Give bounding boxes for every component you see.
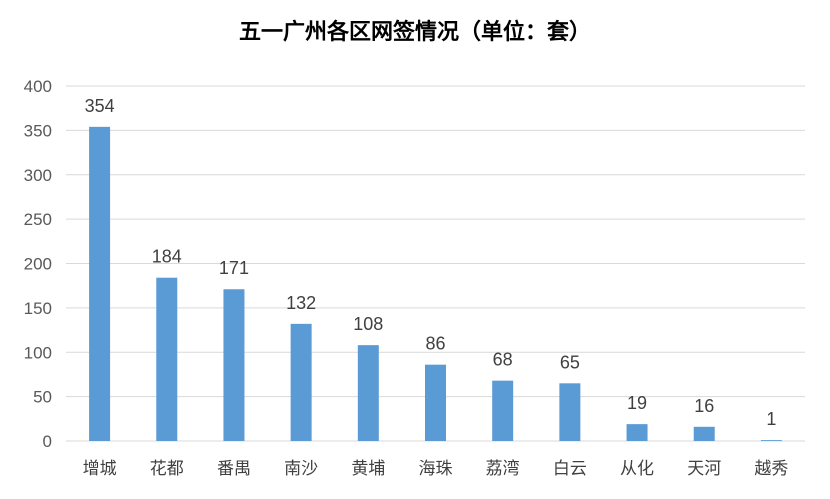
x-tick-label: 番禺	[217, 459, 251, 479]
y-tick-label: 50	[33, 388, 52, 407]
y-tick-label: 400	[24, 77, 52, 96]
x-tick-label: 白云	[553, 459, 587, 479]
y-tick-label: 150	[24, 299, 52, 318]
x-tick-label: 越秀	[754, 459, 788, 479]
data-label: 184	[152, 247, 182, 267]
data-label: 16	[694, 396, 714, 416]
y-tick-label: 100	[24, 343, 52, 362]
x-tick-label: 荔湾	[486, 459, 520, 479]
x-tick-label: 黄埔	[351, 459, 385, 479]
y-axis: 0 50 100 150 200 250 300 350 400	[24, 77, 52, 451]
bar	[89, 126, 111, 441]
bar	[626, 424, 648, 441]
chart-title: 五一广州各区网签情况（单位：套）	[238, 20, 591, 45]
bar	[492, 380, 514, 441]
data-label: 171	[219, 258, 249, 278]
data-label: 86	[425, 334, 445, 354]
x-tick-label: 增城	[83, 459, 117, 479]
x-tick-label: 海珠	[419, 459, 453, 479]
bar	[693, 426, 715, 441]
y-tick-label: 300	[24, 166, 52, 185]
data-label: 65	[560, 352, 580, 372]
bar	[559, 383, 581, 441]
data-label: 132	[286, 293, 316, 313]
x-tick-label: 从化	[620, 459, 654, 479]
bars	[89, 126, 782, 441]
data-label: 354	[85, 96, 115, 116]
data-label: 108	[353, 314, 383, 334]
bar	[357, 345, 379, 441]
y-tick-label: 250	[24, 210, 52, 229]
data-labels: 354 184 171 132 108 86 68 65 19 16 1	[85, 96, 777, 429]
bar	[156, 277, 178, 441]
x-axis: 增城 花都 番禺 南沙 黄埔 海珠 荔湾 白云 从化 天河 越秀	[83, 459, 789, 479]
bar	[760, 440, 782, 441]
data-label: 19	[627, 393, 647, 413]
y-tick-label: 350	[24, 121, 52, 140]
x-tick-label: 天河	[687, 459, 721, 479]
data-label: 68	[493, 350, 513, 370]
bar	[425, 364, 446, 441]
bar	[290, 323, 312, 441]
bar	[223, 289, 245, 441]
x-tick-label: 花都	[150, 459, 184, 479]
y-tick-label: 200	[24, 255, 52, 274]
x-tick-label: 南沙	[284, 459, 318, 479]
y-tick-label: 0	[43, 432, 52, 451]
data-label: 1	[766, 409, 776, 429]
